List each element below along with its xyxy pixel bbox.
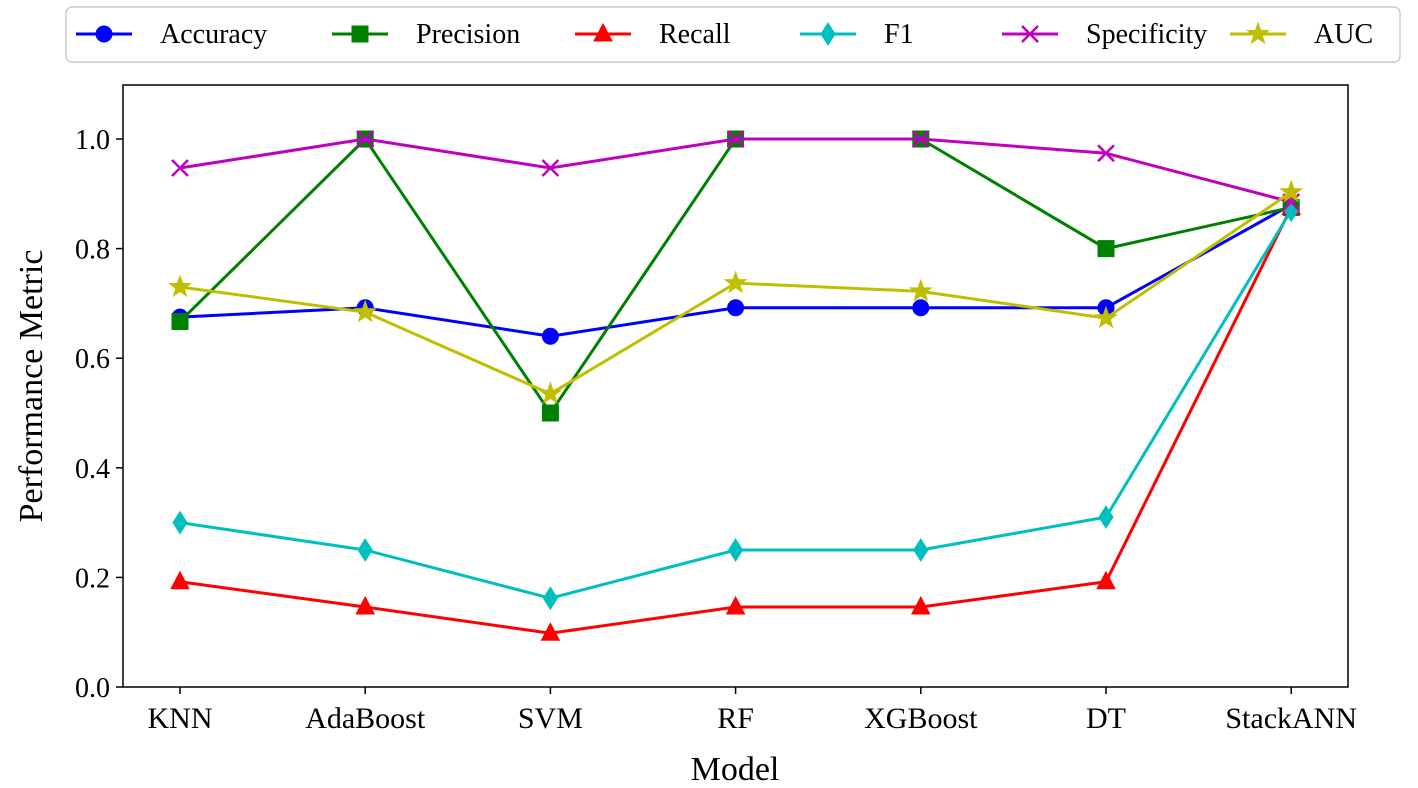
series-specificity bbox=[171, 130, 1301, 211]
data-point bbox=[540, 622, 561, 641]
series-line bbox=[179, 203, 1292, 338]
legend-marker bbox=[593, 22, 613, 42]
x-tick-label: XGBoost bbox=[864, 702, 978, 735]
legend-label: Accuracy bbox=[160, 19, 267, 50]
data-point bbox=[726, 130, 745, 148]
legend-item-precision: Precision bbox=[332, 19, 520, 50]
x-tick-label: KNN bbox=[148, 702, 213, 735]
x-tick-label: RF bbox=[717, 702, 754, 735]
data-point bbox=[171, 312, 189, 330]
legend-marker bbox=[820, 22, 836, 46]
legend-label: AUC bbox=[1314, 19, 1373, 50]
data-point bbox=[542, 586, 558, 611]
data-point bbox=[172, 510, 188, 535]
legend-label: F1 bbox=[884, 19, 914, 50]
data-point bbox=[353, 299, 378, 323]
data-point bbox=[355, 595, 376, 615]
data-point bbox=[727, 299, 745, 317]
series-recall bbox=[170, 196, 1302, 641]
data-point bbox=[168, 274, 192, 298]
series-auc bbox=[168, 179, 1304, 404]
data-point bbox=[723, 270, 748, 294]
data-point bbox=[357, 538, 373, 562]
data-point bbox=[911, 130, 930, 148]
legend-item-f1: F1 bbox=[800, 19, 914, 50]
data-point bbox=[171, 159, 189, 177]
x-tick-label: StackANN bbox=[1225, 702, 1357, 735]
x-tick-label: SVM bbox=[518, 702, 583, 735]
data-point bbox=[910, 595, 931, 615]
data-point bbox=[725, 595, 746, 615]
legend-marker bbox=[351, 25, 369, 43]
data-point bbox=[1096, 570, 1116, 590]
legend-item-accuracy: Accuracy bbox=[76, 19, 267, 50]
series-line bbox=[179, 137, 1292, 204]
data-point bbox=[170, 570, 190, 590]
data-point bbox=[1279, 179, 1304, 203]
y-tick-label: 1.0 bbox=[75, 125, 110, 156]
data-point bbox=[1097, 144, 1115, 163]
y-tick-label: 0.8 bbox=[75, 235, 110, 266]
data-point bbox=[1097, 240, 1115, 258]
y-tick-label: 0.4 bbox=[75, 454, 110, 485]
legend-label: Specificity bbox=[1086, 19, 1207, 50]
legend-label: Recall bbox=[659, 19, 731, 50]
data-point bbox=[356, 130, 375, 148]
legend-item-specificity: Specificity bbox=[1002, 19, 1207, 50]
data-point bbox=[913, 538, 929, 562]
y-tick-label: 0.0 bbox=[75, 673, 110, 704]
y-axis-label: Performance Metric bbox=[13, 250, 50, 523]
data-point bbox=[728, 538, 744, 562]
data-point bbox=[1094, 305, 1118, 329]
x-tick-label: AdaBoost bbox=[305, 702, 426, 735]
legend: Accuracy Precision Recall F1 Specificity AUC bbox=[65, 6, 1401, 63]
data-point bbox=[1098, 505, 1114, 530]
series-accuracy bbox=[171, 196, 1300, 345]
legend-label: Precision bbox=[416, 19, 520, 50]
y-tick-label: 0.2 bbox=[75, 563, 110, 594]
legend-marker bbox=[95, 25, 113, 43]
data-point bbox=[908, 278, 933, 302]
legend-marker bbox=[1021, 25, 1039, 43]
data-point bbox=[912, 299, 930, 317]
legend-marker bbox=[1246, 21, 1270, 45]
data-point bbox=[541, 404, 559, 422]
x-axis-label: Model bbox=[691, 751, 780, 788]
data-point bbox=[541, 327, 559, 345]
y-tick-label: 0.6 bbox=[75, 344, 110, 375]
x-tick-label: DT bbox=[1086, 702, 1126, 735]
series-line bbox=[179, 190, 1293, 396]
legend-item-recall: Recall bbox=[575, 19, 731, 50]
data-point bbox=[538, 381, 563, 404]
series-f1 bbox=[172, 198, 1299, 611]
legend-item-auc: AUC bbox=[1230, 19, 1373, 50]
data-point bbox=[541, 159, 560, 177]
